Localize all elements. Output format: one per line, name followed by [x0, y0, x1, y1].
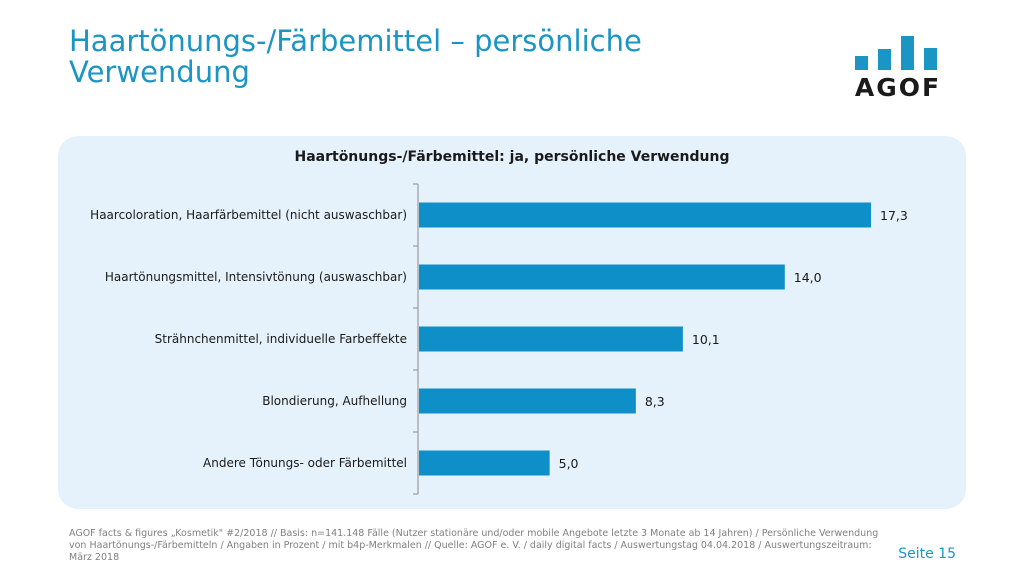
page-title: Haartönungs-/Färbemittel – persönliche V…	[69, 24, 642, 89]
logo-text: AGOF	[854, 73, 942, 102]
data-label: 8,3	[645, 394, 665, 409]
category-label: Blondierung, Aufhellung	[262, 394, 407, 408]
logo-bar	[855, 56, 868, 70]
bar	[419, 326, 683, 352]
agof-logo: AGOF	[852, 18, 944, 102]
chart-title: Haartönungs-/Färbemittel: ja, persönlich…	[294, 149, 730, 165]
category-label: Strähnchenmittel, individuelle Farbeffek…	[155, 332, 407, 346]
category-label: Haarcoloration, Haarfärbemittel (nicht a…	[90, 208, 407, 222]
logo-bar	[901, 36, 914, 70]
bar	[419, 388, 636, 414]
bar	[419, 450, 550, 476]
data-label: 5,0	[559, 456, 579, 471]
chart-panel	[58, 136, 966, 509]
logo-bar	[924, 48, 937, 70]
logo-bar	[878, 49, 891, 70]
category-label: Andere Tönungs- oder Färbemittel	[203, 456, 407, 470]
bar	[419, 264, 785, 290]
data-label: 14,0	[794, 270, 822, 285]
data-label: 17,3	[880, 208, 908, 223]
category-label: Haartönungsmittel, Intensivtönung (auswa…	[105, 270, 407, 284]
footer-source-note: AGOF facts & figures „Kosmetik" #2/2018 …	[69, 528, 879, 563]
bar	[419, 202, 871, 228]
page-number: Seite 15	[898, 546, 956, 562]
data-label: 10,1	[692, 332, 720, 347]
